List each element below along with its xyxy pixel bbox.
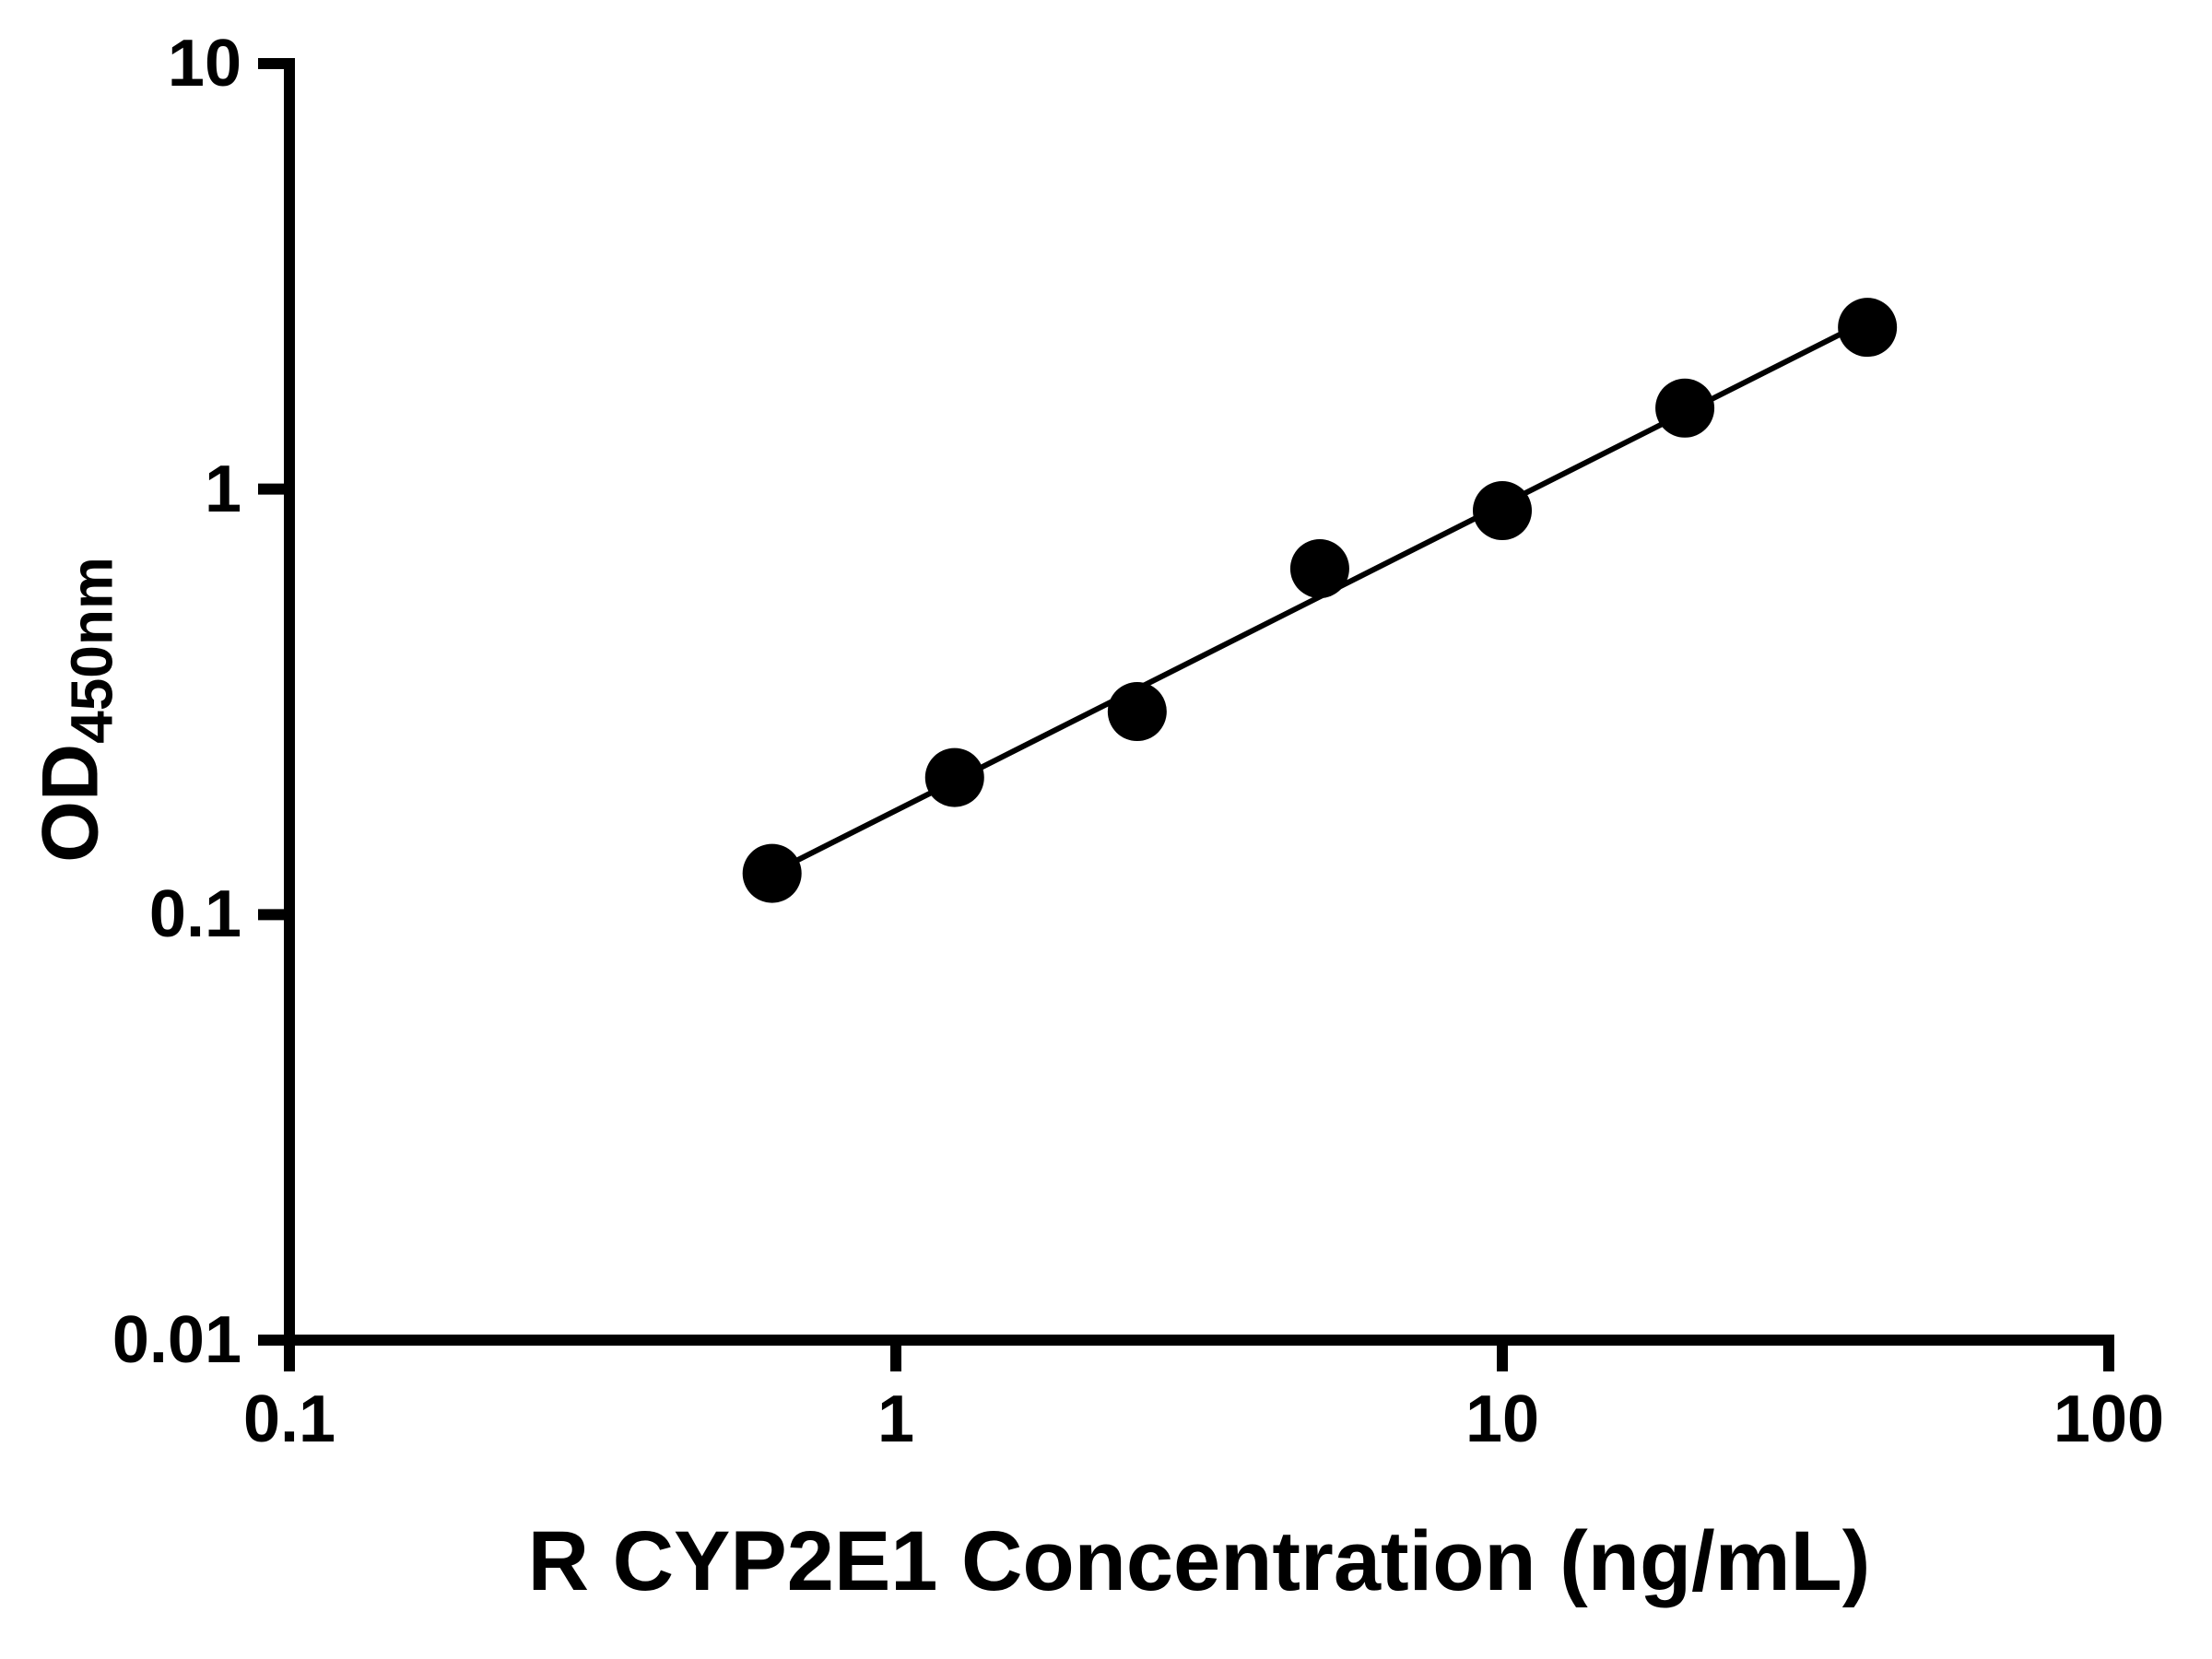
- data-point: [742, 843, 802, 903]
- x-tick-label: 100: [2053, 1382, 2165, 1456]
- y-tick-label: 1: [204, 452, 241, 526]
- y-axis-title-subscript: 450nm: [58, 557, 125, 744]
- y-tick-label: 0.1: [148, 877, 241, 952]
- x-tick-label: 1: [877, 1382, 915, 1456]
- y-axis-title: OD450nm: [26, 557, 126, 863]
- data-point: [1655, 378, 1715, 438]
- y-tick-label: 10: [167, 27, 241, 100]
- y-axis-title-base: OD: [26, 743, 115, 863]
- data-point: [1473, 481, 1532, 541]
- data-point: [1289, 539, 1349, 599]
- y-tick-label: 0.01: [112, 1303, 241, 1377]
- axes: [284, 58, 2114, 1346]
- x-axis-title: R CYP2E1 Concentration (ng/mL): [527, 1514, 1871, 1608]
- x-tick-label: 10: [1465, 1382, 1540, 1456]
- x-tick-label: 0.1: [242, 1382, 336, 1456]
- data-point: [924, 747, 984, 807]
- data-point: [1107, 682, 1167, 742]
- data-point: [1838, 298, 1898, 358]
